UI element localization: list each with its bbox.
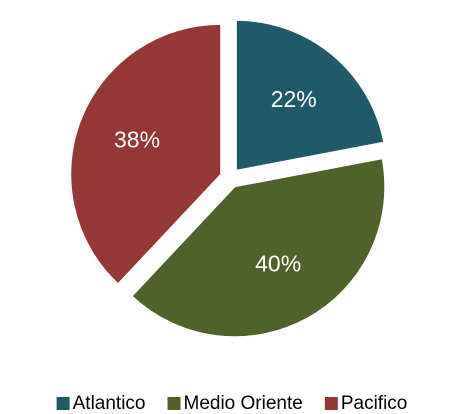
legend-label: Atlantico bbox=[73, 393, 146, 414]
legend-swatch bbox=[167, 397, 181, 410]
data-label: 38% bbox=[114, 126, 160, 152]
pie-slice bbox=[235, 19, 385, 171]
legend-label: Pacifico bbox=[341, 393, 408, 414]
data-label: 40% bbox=[255, 251, 301, 277]
pie-slice bbox=[70, 23, 222, 285]
pie-slice bbox=[131, 158, 386, 338]
legend-swatch bbox=[56, 397, 70, 410]
data-label: 22% bbox=[271, 86, 317, 112]
legend-swatch bbox=[324, 397, 338, 410]
legend-label: Medio Oriente bbox=[184, 393, 303, 414]
